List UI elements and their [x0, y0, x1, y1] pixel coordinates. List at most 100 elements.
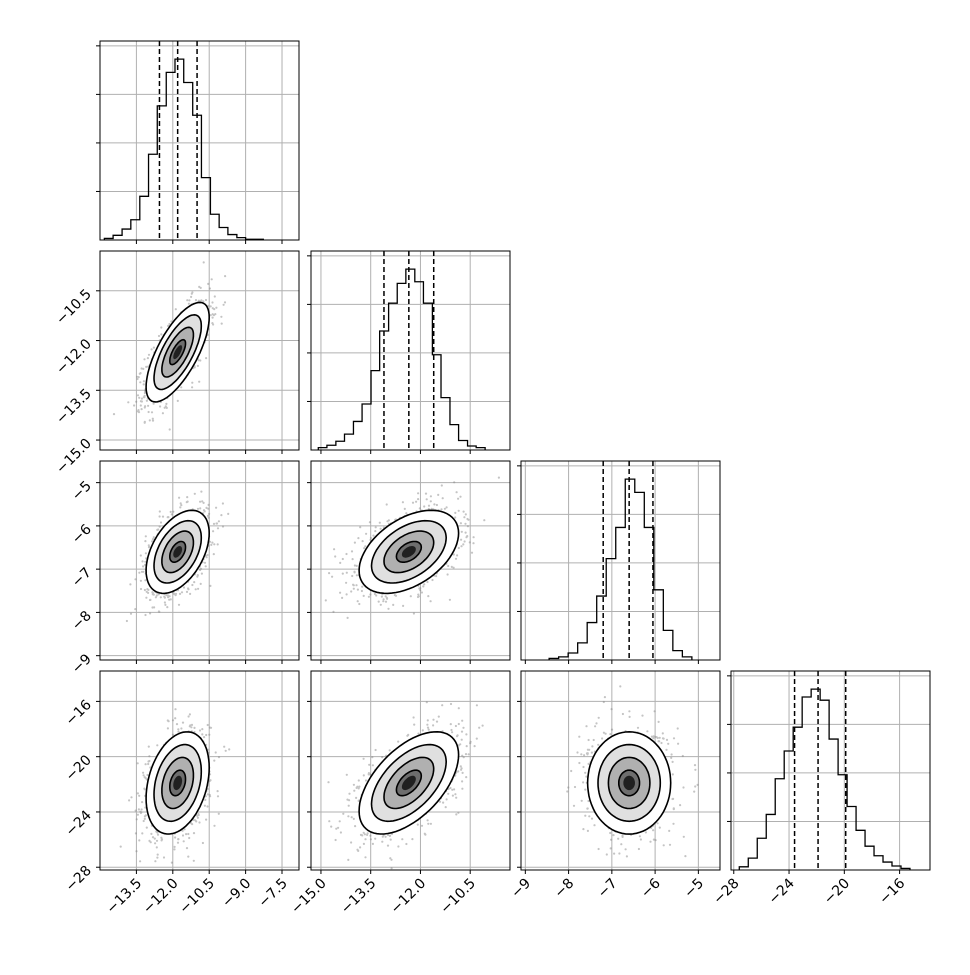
panel-2-1-point [210, 305, 212, 307]
hist-3-bin-8 [625, 479, 635, 660]
panel-3-2-point [333, 548, 335, 550]
panel-4-1-point [150, 833, 152, 835]
panel-3-2-point [392, 604, 394, 606]
panel-2-1-point [140, 404, 142, 406]
panel-3-2-point [382, 600, 384, 602]
panel-4-1-point [217, 790, 219, 792]
panel-2-1-point [141, 400, 143, 402]
panel-3-2-point [355, 584, 357, 586]
panel-4-1-point [189, 713, 191, 715]
panel-3-1-point [183, 586, 185, 588]
panel-2-1-point [197, 365, 199, 367]
panel-4-2-point [427, 727, 429, 729]
panel-4-2-point [342, 813, 344, 815]
panel-4-1-point [218, 756, 220, 758]
panel-3-1-point [134, 608, 136, 610]
panel-4-1-point [182, 722, 184, 724]
panel-3-1-point [144, 579, 146, 581]
panel-3-1-point [134, 578, 136, 580]
hist-panel-2 [307, 251, 510, 454]
panel-4-1-point [163, 856, 165, 858]
panel-4-1-point [174, 708, 176, 710]
panel-2-1-point [164, 407, 166, 409]
panel-3-1-point [208, 517, 210, 519]
panel-4-2-point [365, 779, 367, 781]
panel-3-1-point [220, 514, 222, 516]
hist-2-bin-4 [353, 421, 362, 450]
panel-3-2 [307, 461, 510, 664]
panel-3-2-content [325, 477, 500, 620]
panel-4-1-point [143, 820, 145, 822]
panel-3-1-point [140, 580, 142, 582]
panel-3-2-point [361, 590, 363, 592]
panel-3-2-point [472, 542, 474, 544]
panel-3-1-point [160, 596, 162, 598]
panel-2-1-point [198, 300, 200, 302]
panel-3-1-point [178, 497, 180, 499]
panel-3-2-point [465, 513, 467, 515]
panel-4-1-point [173, 848, 175, 850]
panel-4-1-point [196, 815, 198, 817]
panel-3-1-point [179, 506, 181, 508]
panel-4-1-point [204, 799, 206, 801]
panel-2-1-point [211, 301, 213, 303]
panel-3-2-point [469, 541, 471, 543]
panel-3-1-point [138, 572, 140, 574]
hist-3-bin-2 [568, 653, 578, 660]
panel-4-1-point [176, 723, 178, 725]
panel-3-2-point [379, 522, 381, 524]
panel-3-2-point [483, 519, 485, 521]
panel-3-2-point [458, 510, 460, 512]
panel-2-1-point [151, 348, 153, 350]
panel-3-1-point [209, 585, 211, 587]
panel-4-1-point [172, 719, 174, 721]
panel-3-1-point [145, 597, 147, 599]
panel-3-1-point [180, 502, 182, 504]
panel-2-1-point [144, 422, 146, 424]
panel-4-1 [96, 671, 299, 874]
panel-3-2-point [456, 491, 458, 493]
hist-4-bin-4 [775, 779, 784, 870]
hist-4-bin-9 [820, 700, 829, 870]
panel-2-1-point [190, 296, 192, 298]
hist-3-bin-12 [663, 630, 673, 660]
panel-3-1-point [212, 530, 214, 532]
panel-3-1-point [129, 583, 131, 585]
panel-3-1-point [164, 601, 166, 603]
hist-panel-3 [517, 461, 720, 664]
panel-2-1-point [139, 372, 141, 374]
panel-3-2-point [353, 588, 355, 590]
panel-3-2-point [433, 503, 435, 505]
panel-3-1-point [148, 546, 150, 548]
panel-2-1-point [195, 299, 197, 301]
panel-2-1-point [143, 358, 145, 360]
panel-3-2-point [347, 617, 349, 619]
panel-3-2-point [357, 537, 359, 539]
panel-3-2-point [345, 582, 347, 584]
panel-2-1-point [148, 411, 150, 413]
panel-3-2-point [465, 536, 467, 538]
hist-4-bin-16 [883, 862, 892, 870]
panel-3-2-point [415, 501, 417, 503]
panel-3-1-point [222, 502, 224, 504]
panel-4-2-point [397, 845, 399, 847]
panel-3-2-point [441, 484, 443, 486]
hist-1-bin-3 [131, 220, 140, 240]
hist-3-bin-4 [587, 623, 597, 660]
panel-3-1-point [153, 594, 155, 596]
panel-3-2-point [381, 596, 383, 598]
panel-4-2-point [387, 845, 389, 847]
panel-3-1-point [181, 591, 183, 593]
panel-3-1-point [199, 569, 201, 571]
panel-2-1-point [153, 347, 155, 349]
panel-2-1-point [188, 303, 190, 305]
hist-4-bin-15 [874, 856, 883, 870]
panel-4-1-point [203, 736, 205, 738]
panel-3-2-point [421, 591, 423, 593]
panel-4-1-point [177, 731, 179, 733]
panel-3-2-point [383, 598, 385, 600]
panel-4-1-point [138, 808, 140, 810]
panel-3-1-point [147, 589, 149, 591]
panel-4-1-point [148, 746, 150, 748]
